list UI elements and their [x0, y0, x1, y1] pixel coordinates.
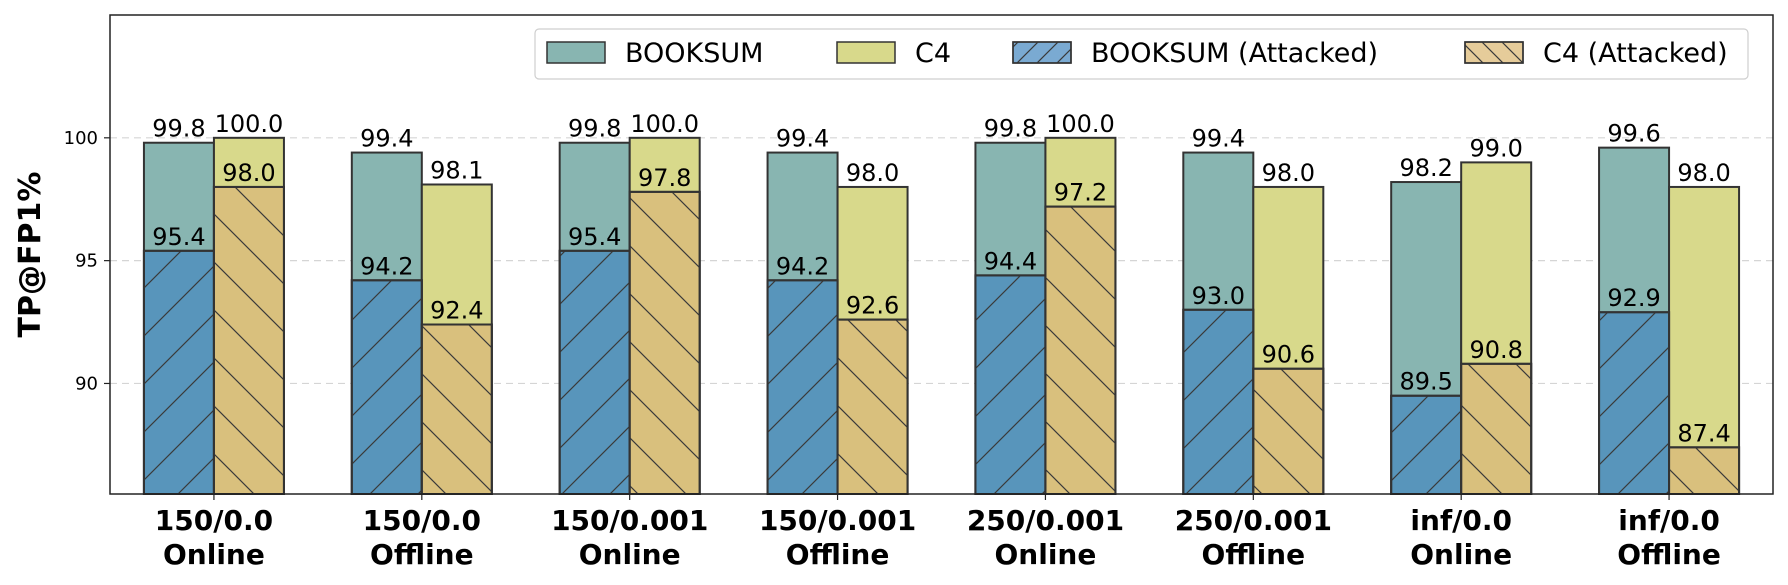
legend-swatch-hatch-booksum-attacked	[1012, 41, 1072, 64]
data-label-c4: 99.0	[1469, 134, 1522, 162]
x-tick-label: 150/0.0	[363, 504, 481, 537]
bar-hatch-c4-attacked	[1253, 368, 1324, 494]
bar-hatch-c4-attacked	[629, 191, 700, 494]
data-label-c4: 98.0	[1677, 159, 1730, 187]
x-tick-label-mode: Online	[995, 538, 1097, 571]
bar-hatch-booksum-attacked	[1391, 395, 1462, 494]
bar-hatch-booksum-attacked	[1183, 309, 1254, 494]
data-label-booksum-attacked: 93.0	[1192, 282, 1245, 310]
data-label-c4: 98.0	[846, 159, 899, 187]
legend-label-c4: C4	[915, 38, 951, 69]
x-tick-label-mode: Online	[579, 538, 681, 571]
y-tick-label: 90	[75, 373, 98, 394]
data-label-c4: 98.1	[430, 156, 483, 184]
x-tick-label-mode: Online	[163, 538, 265, 571]
data-label-c4: 98.0	[1262, 159, 1315, 187]
plot-frame	[109, 14, 1774, 495]
bar-hatch-c4-attacked	[837, 319, 908, 494]
data-label-c4: 100.0	[630, 110, 699, 138]
data-label-booksum: 99.4	[360, 125, 413, 153]
legend-swatch-hatch-c4-attacked	[1464, 41, 1524, 64]
legend-swatch-c4	[836, 41, 896, 64]
data-label-booksum: 99.4	[776, 125, 829, 153]
data-label-c4-attacked: 87.4	[1677, 419, 1730, 447]
data-label-c4-attacked: 98.0	[222, 159, 275, 187]
data-label-booksum: 99.8	[568, 115, 621, 143]
data-label-c4: 100.0	[1046, 110, 1115, 138]
bar-c4	[1668, 185, 1741, 495]
legend-swatch-booksum	[546, 41, 606, 64]
data-label-c4-attacked: 90.8	[1469, 336, 1522, 364]
data-label-booksum-attacked: 95.4	[568, 223, 621, 251]
x-tick-label-mode: Online	[1410, 538, 1512, 571]
data-label-c4-attacked: 92.6	[846, 292, 899, 320]
legend-label-c4-attacked: C4 (Attacked)	[1543, 38, 1728, 69]
x-tick-label: 250/0.001	[1175, 504, 1332, 537]
legend-label-booksum-attacked: BOOKSUM (Attacked)	[1091, 38, 1378, 69]
data-label-booksum-attacked: 94.2	[360, 252, 413, 280]
y-tick-label: 100	[64, 128, 98, 149]
data-label-booksum: 98.2	[1399, 154, 1452, 182]
data-label-booksum: 99.4	[1192, 125, 1245, 153]
data-label-booksum-attacked: 94.4	[984, 247, 1037, 275]
bar-hatch-c4-attacked	[1669, 447, 1740, 494]
data-label-booksum-attacked: 94.2	[776, 252, 829, 280]
data-label-c4-attacked: 90.6	[1262, 341, 1315, 369]
x-tick-label-mode: Offline	[1202, 538, 1306, 571]
bar-hatch-booksum-attacked	[143, 250, 214, 494]
bar-hatch-c4-attacked	[1045, 206, 1116, 494]
legend-label-booksum: BOOKSUM	[625, 38, 763, 69]
bar-hatch-c4-attacked	[421, 324, 492, 494]
x-tick-label: inf/0.0	[1410, 504, 1512, 537]
x-tick-label-mode: Offline	[786, 538, 890, 571]
data-label-c4-attacked: 97.2	[1054, 179, 1107, 207]
bar-hatch-booksum-attacked	[559, 250, 630, 494]
bar-hatch-c4-attacked	[213, 186, 284, 494]
bars-group	[142, 136, 1741, 496]
value-labels-group: 99.8 99.4 99.8 99.4 99.8 99.4 98.2 99.6 100.0 98.…	[152, 110, 1731, 448]
y-tick-label: 95	[75, 251, 98, 272]
x-tick-label-mode: Offline	[370, 538, 474, 571]
bar-hatch-booksum-attacked	[1599, 312, 1670, 494]
data-label-booksum: 99.6	[1607, 120, 1660, 148]
x-tick-label: 150/0.001	[759, 504, 916, 537]
bar-hatch-booksum-attacked	[975, 275, 1046, 494]
data-label-c4-attacked: 97.8	[638, 164, 691, 192]
y-axis: 90 95 100	[64, 128, 110, 394]
x-tick-label: 250/0.001	[967, 504, 1124, 537]
x-axis: 150/0.0Online150/0.0Offline150/0.001Onli…	[155, 494, 1721, 571]
data-label-c4-attacked: 92.4	[430, 297, 483, 325]
data-label-c4: 100.0	[215, 110, 284, 138]
bar-hatch-c4-attacked	[1461, 363, 1532, 494]
x-tick-label: 150/0.001	[551, 504, 708, 537]
bar-hatch-booksum-attacked	[767, 280, 838, 494]
x-tick-label-mode: Offline	[1617, 538, 1721, 571]
data-label-booksum-attacked: 92.9	[1607, 284, 1660, 312]
data-label-booksum: 99.8	[152, 115, 205, 143]
y-axis-title: TP@FP1%	[13, 172, 48, 338]
x-tick-label: 150/0.0	[155, 504, 273, 537]
data-label-booksum-attacked: 95.4	[152, 223, 205, 251]
data-label-booksum-attacked: 89.5	[1399, 368, 1452, 396]
bar-hatch-booksum-attacked	[351, 280, 422, 494]
data-label-booksum: 99.8	[984, 115, 1037, 143]
x-tick-label: inf/0.0	[1618, 504, 1720, 537]
legend: BOOKSUM C4 BOOKSUM (Attacked) C4 (Attacked)	[534, 28, 1749, 80]
